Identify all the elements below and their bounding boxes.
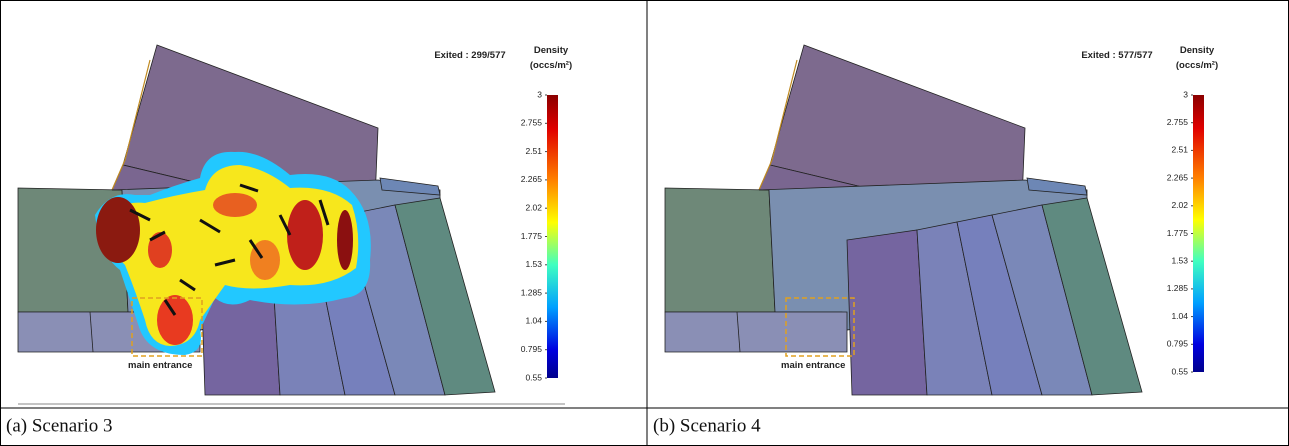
colorbar-tick-label: 1.53 <box>525 259 542 269</box>
exited-count: Exited : 299/577 <box>434 50 505 61</box>
colorbar-tick-label: 2.02 <box>1171 200 1188 210</box>
colorbar-tick-label: 0.55 <box>1171 366 1188 376</box>
colorbar-tick-label: 2.755 <box>521 118 543 128</box>
colorbar-tick-label: 1.04 <box>525 316 542 326</box>
annotation: main entrance <box>781 360 845 371</box>
colorbar-tick-label: 3 <box>537 89 542 99</box>
legend-unit: (occs/m²) <box>1176 60 1218 71</box>
colorbar-tick-label: 1.04 <box>1171 311 1188 321</box>
colorbar-tick-label: 2.51 <box>1171 145 1188 155</box>
annotation: main entrance <box>128 360 192 371</box>
colorbar-tick-label: 2.755 <box>1167 117 1189 127</box>
colorbar <box>1193 95 1204 372</box>
colorbar-tick-label: 1.285 <box>521 287 543 297</box>
colorbar-tick-label: 1.53 <box>1171 255 1188 265</box>
page: {"panels": [ {"exited": "Exited : 299/57… <box>0 0 1289 446</box>
colorbar-tick-label: 0.795 <box>521 344 543 354</box>
legend-title: Density <box>1180 45 1215 56</box>
caption: (b) Scenario 4 <box>653 415 761 436</box>
caption: (a) Scenario 3 <box>6 415 113 436</box>
colorbar-tick-label: 0.795 <box>1167 339 1189 349</box>
panel-b-site <box>665 45 1142 395</box>
colorbar-tick-label: 0.55 <box>525 372 542 382</box>
legend-title: Density <box>534 45 569 56</box>
colorbar-tick-label: 2.51 <box>525 146 542 156</box>
colorbar-tick-label: 2.265 <box>521 174 543 184</box>
colorbar <box>547 95 558 378</box>
colorbar-tick-label: 1.775 <box>1167 228 1189 238</box>
colorbar-tick-label: 3 <box>1183 89 1188 99</box>
legend-unit: (occs/m²) <box>530 60 572 71</box>
colorbar-tick-label: 2.02 <box>525 202 542 212</box>
colorbar-tick-label: 2.265 <box>1167 172 1189 182</box>
colorbar-tick-label: 1.775 <box>521 231 543 241</box>
figure: Exited : 299/577 Density (occs/m²) 3 2.755 2.… <box>0 0 1289 446</box>
exited-count: Exited : 577/577 <box>1081 50 1152 61</box>
colorbar-tick-label: 1.285 <box>1167 283 1189 293</box>
